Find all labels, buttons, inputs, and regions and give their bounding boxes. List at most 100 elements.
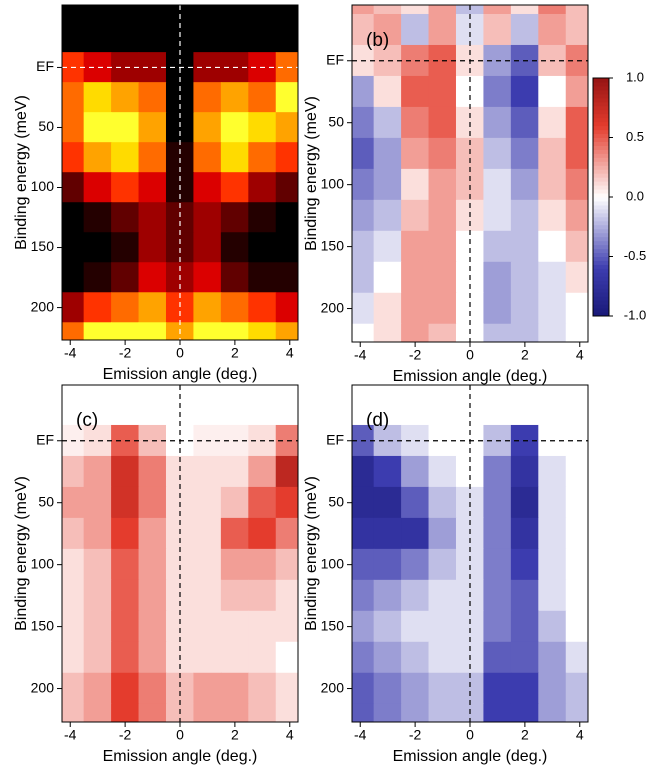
- heatmap-cell: [275, 672, 298, 705]
- heatmap-cell: [510, 5, 539, 15]
- heatmap-cell: [483, 323, 512, 342]
- heatmap-cell: [538, 486, 567, 519]
- heatmap-cell: [248, 385, 277, 395]
- heatmap-cell: [483, 486, 512, 519]
- heatmap-cell: [111, 292, 140, 323]
- heatmap-cell: [248, 112, 277, 143]
- heatmap-cell: [220, 292, 249, 323]
- heatmap-cell: [62, 579, 85, 612]
- heatmap-cell: [538, 548, 567, 581]
- heatmap-cell: [565, 703, 588, 722]
- heatmap-cell: [83, 385, 112, 395]
- heatmap-cell: [428, 199, 457, 232]
- heatmap-cell: [428, 455, 457, 488]
- y-tick-label: 200: [321, 299, 345, 315]
- heatmap-cell: [248, 641, 277, 674]
- heatmap-cell: [510, 548, 539, 581]
- heatmap-cell: [483, 517, 512, 550]
- x-tick-label: 2: [231, 727, 239, 743]
- heatmap-cell: [220, 672, 249, 705]
- heatmap-cell: [83, 672, 112, 705]
- heatmap-cell: [373, 5, 402, 15]
- heatmap-cell: [62, 202, 85, 233]
- y-tick-label: 150: [321, 237, 345, 253]
- heatmap-cell: [565, 106, 588, 139]
- heatmap-cell: [352, 13, 375, 46]
- heatmap-cell: [352, 579, 375, 612]
- heatmap-cell: [248, 82, 277, 113]
- colorbar-segment: [593, 125, 609, 131]
- heatmap-cell: [565, 517, 588, 550]
- colorbar-segment: [593, 78, 609, 83]
- heatmap-cell: [275, 232, 298, 263]
- heatmap-cell: [83, 703, 112, 722]
- heatmap-cell: [401, 168, 430, 201]
- colorbar-tick-label: 0.0: [626, 188, 644, 203]
- x-tick-label: 2: [521, 347, 529, 363]
- heatmap-cell: [83, 142, 112, 173]
- heatmap-cell: [352, 517, 375, 550]
- heatmap-cell: [401, 13, 430, 46]
- colorbar-segment: [593, 284, 609, 289]
- heatmap-cell: [193, 292, 222, 323]
- heatmap-cell: [275, 393, 298, 426]
- heatmap-cell: [538, 517, 567, 550]
- heatmap-cell: [455, 292, 485, 325]
- heatmap-cell: [193, 486, 222, 519]
- heatmap-cell: [193, 548, 222, 581]
- heatmap-cell: [483, 261, 512, 294]
- y-tick-label: EF: [326, 51, 344, 67]
- colorbar-segment: [593, 304, 609, 309]
- colorbar-segment: [593, 181, 609, 186]
- heatmap-cell: [193, 112, 222, 143]
- heatmap-cell: [510, 393, 539, 426]
- heatmap-cell: [483, 5, 512, 15]
- heatmap-cell: [275, 172, 298, 203]
- heatmap-cell: [352, 323, 375, 342]
- heatmap-cell: [428, 75, 457, 108]
- heatmap-cell: [275, 142, 298, 173]
- heatmap-cell: [510, 106, 539, 139]
- heatmap-cell: [401, 385, 430, 395]
- heatmap-cell: [193, 455, 222, 488]
- panel-label: (d): [366, 410, 389, 431]
- heatmap-cell: [111, 82, 140, 113]
- heatmap-cell: [401, 199, 430, 232]
- heatmap-cell: [275, 548, 298, 581]
- heatmap-cell: [538, 703, 567, 722]
- heatmap-cell: [401, 5, 430, 15]
- heatmap-cell: [111, 172, 140, 203]
- heatmap-cell: [220, 641, 249, 674]
- heatmap-cell: [510, 199, 539, 232]
- heatmap-cell: [428, 137, 457, 170]
- heatmap: [352, 385, 588, 722]
- heatmap-cell: [193, 322, 222, 340]
- heatmap-cell: [248, 172, 277, 203]
- colorbar-segment: [593, 153, 609, 158]
- heatmap-cell: [275, 641, 298, 674]
- heatmap-cell: [428, 641, 457, 674]
- heatmap-cell: [483, 641, 512, 674]
- heatmap-cell: [83, 393, 112, 426]
- x-tick-label: 4: [286, 727, 294, 743]
- colorbar-segment: [593, 89, 609, 95]
- heatmap-cell: [538, 199, 567, 232]
- heatmap-cell: [62, 703, 85, 722]
- heatmap-cell: [83, 292, 112, 323]
- colorbar-segment: [593, 268, 609, 273]
- heatmap-cell: [483, 106, 512, 139]
- heatmap-cell: [83, 610, 112, 643]
- heatmap-cell: [220, 703, 249, 722]
- heatmap-cell: [111, 517, 140, 550]
- colorbar-segment: [593, 208, 609, 214]
- colorbar-segment: [593, 240, 609, 246]
- heatmap-cell: [352, 199, 375, 232]
- colorbar-tick-label: -1.0: [624, 307, 646, 322]
- heatmap-cell: [352, 261, 375, 294]
- x-tick-label: -4: [64, 727, 77, 743]
- x-axis-label: Emission angle (deg.): [103, 748, 258, 765]
- colorbar-tick-label: -0.5: [624, 248, 646, 263]
- colorbar-segment: [593, 193, 609, 198]
- heatmap-cell: [373, 548, 402, 581]
- heatmap-cell: [248, 703, 277, 722]
